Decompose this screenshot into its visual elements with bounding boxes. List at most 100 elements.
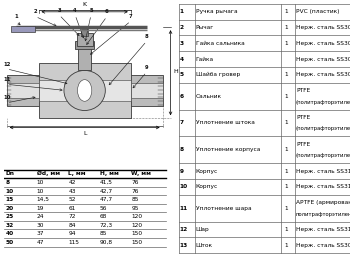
Text: 115: 115 [68,240,79,245]
Text: Dn: Dn [5,171,14,177]
Text: H: H [174,69,178,75]
Text: 6: 6 [179,94,183,99]
Text: 56: 56 [100,206,107,211]
Text: 2: 2 [179,25,183,30]
Text: 94: 94 [68,231,76,236]
Text: Рычаг: Рычаг [196,25,214,30]
Text: PTFE: PTFE [296,115,310,120]
Text: 11: 11 [3,77,10,82]
Text: 150: 150 [131,240,142,245]
Text: 120: 120 [131,214,142,219]
Text: (политрафторэтилен): (политрафторэтилен) [296,99,350,105]
Text: 12: 12 [179,227,188,232]
Text: 10: 10 [5,189,13,194]
Text: PTFE: PTFE [296,88,310,93]
Bar [75,41,94,49]
Text: Нерж. сталь SS304: Нерж. сталь SS304 [296,57,350,62]
Text: Нерж. сталь SS316: Нерж. сталь SS316 [296,169,350,174]
Text: 6: 6 [105,9,109,14]
Text: 76: 76 [131,180,139,185]
Text: 10: 10 [3,96,10,100]
Text: 5: 5 [89,8,93,13]
Text: 11: 11 [179,206,188,211]
Text: 50: 50 [5,240,13,245]
Bar [77,33,93,46]
Text: Нерж. сталь SS316: Нерж. сталь SS316 [296,184,350,189]
Text: 85: 85 [100,231,107,236]
Text: 40: 40 [5,231,13,236]
Text: 10: 10 [179,184,188,189]
Text: 1: 1 [285,169,288,174]
Ellipse shape [77,80,92,101]
Text: 7: 7 [129,14,133,19]
Text: 150: 150 [131,231,142,236]
Text: Сальник: Сальник [196,94,222,99]
Bar [128,83,163,98]
Text: Гайка сальника: Гайка сальника [196,41,244,46]
Text: K: K [83,2,87,7]
Text: 37: 37 [37,231,44,236]
Text: 30: 30 [37,223,44,228]
Text: W, мм: W, мм [131,171,151,177]
Text: 72,3: 72,3 [100,223,113,228]
Text: 20: 20 [5,206,13,211]
Text: 5: 5 [179,72,183,77]
Text: L, мм: L, мм [68,171,86,177]
Text: 3: 3 [57,8,61,13]
Text: 1: 1 [285,94,288,99]
Text: Шайба гровер: Шайба гровер [196,72,240,77]
Text: 9: 9 [145,65,148,70]
Text: Нерж. сталь SS304: Нерж. сталь SS304 [296,243,350,248]
Text: 42: 42 [68,180,76,185]
Text: 4: 4 [179,57,183,62]
Text: Нерж. сталь SS304: Нерж. сталь SS304 [296,41,350,46]
Bar [78,46,91,70]
Text: Ручка рычага: Ручка рычага [196,9,237,14]
Bar [128,75,163,106]
Text: 8: 8 [145,34,148,39]
Text: 47: 47 [37,240,44,245]
Text: Корпус: Корпус [196,169,218,174]
Text: 1: 1 [285,121,288,125]
Text: 1: 1 [285,9,288,14]
Text: Шток: Шток [196,243,213,248]
Text: Шар: Шар [196,227,209,232]
Text: PTFE: PTFE [296,142,310,147]
Text: 68: 68 [100,214,107,219]
Text: 7: 7 [179,121,183,125]
Text: 52: 52 [68,197,76,202]
Text: 43: 43 [68,189,76,194]
Text: 41,5: 41,5 [100,180,113,185]
Text: 85: 85 [131,197,139,202]
Text: 24: 24 [37,214,44,219]
Bar [7,75,42,106]
Text: 1: 1 [285,184,288,189]
Circle shape [64,70,105,111]
Text: 1: 1 [285,25,288,30]
Text: Уплотнение штока: Уплотнение штока [196,121,254,125]
Text: 76: 76 [131,189,139,194]
Text: политрафторэтилен): политрафторэтилен) [296,212,350,217]
Text: 1: 1 [285,147,288,152]
Text: 84: 84 [68,223,76,228]
Text: H, мм: H, мм [100,171,119,177]
Text: 47,7: 47,7 [100,197,113,202]
Text: Корпус: Корпус [196,184,218,189]
Text: 90,8: 90,8 [100,240,113,245]
Text: 12: 12 [3,62,10,67]
Text: 1: 1 [285,227,288,232]
Text: 10: 10 [37,189,44,194]
Bar [82,29,88,36]
Bar [38,63,131,118]
Text: 32: 32 [5,223,14,228]
Text: 1: 1 [14,14,18,19]
Text: 1: 1 [179,9,183,14]
Text: 1: 1 [285,41,288,46]
Bar [38,80,131,101]
Text: 10: 10 [37,180,44,185]
Text: 42,7: 42,7 [100,189,113,194]
Bar [12,26,35,32]
Bar [7,83,42,98]
Text: 25: 25 [5,214,14,219]
Text: 95: 95 [131,206,139,211]
